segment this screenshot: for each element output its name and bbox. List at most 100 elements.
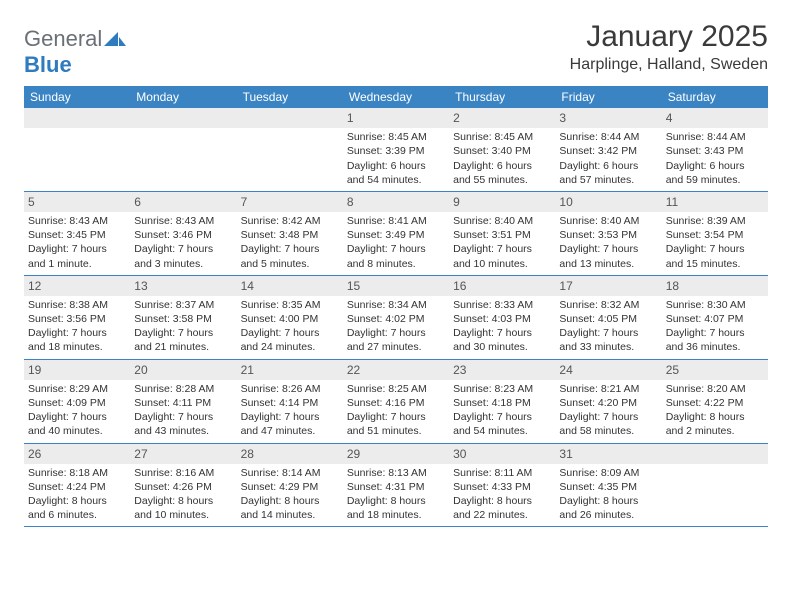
day-cell: 28Sunrise: 8:14 AMSunset: 4:29 PMDayligh… (237, 444, 343, 527)
sunset-text: Sunset: 4:35 PM (559, 480, 657, 494)
day-cell: 1Sunrise: 8:45 AMSunset: 3:39 PMDaylight… (343, 108, 449, 191)
daylight-text: Daylight: 7 hours and 1 minute. (28, 242, 126, 270)
sunset-text: Sunset: 3:54 PM (666, 228, 764, 242)
daylight-text: Daylight: 6 hours and 57 minutes. (559, 159, 657, 187)
day-body: Sunrise: 8:30 AMSunset: 4:07 PMDaylight:… (662, 296, 768, 359)
day-cell: 17Sunrise: 8:32 AMSunset: 4:05 PMDayligh… (555, 276, 661, 359)
week-row: 26Sunrise: 8:18 AMSunset: 4:24 PMDayligh… (24, 444, 768, 528)
sunset-text: Sunset: 3:49 PM (347, 228, 445, 242)
day-body: Sunrise: 8:41 AMSunset: 3:49 PMDaylight:… (343, 212, 449, 275)
day-number: 9 (449, 192, 555, 212)
day-cell: 2Sunrise: 8:45 AMSunset: 3:40 PMDaylight… (449, 108, 555, 191)
sunrise-text: Sunrise: 8:43 AM (134, 214, 232, 228)
day-cell (130, 108, 236, 191)
sunrise-text: Sunrise: 8:21 AM (559, 382, 657, 396)
sunset-text: Sunset: 4:26 PM (134, 480, 232, 494)
sunrise-text: Sunrise: 8:25 AM (347, 382, 445, 396)
logo-sail-icon (104, 26, 126, 51)
daylight-text: Daylight: 7 hours and 15 minutes. (666, 242, 764, 270)
sunrise-text: Sunrise: 8:14 AM (241, 466, 339, 480)
day-number: 12 (24, 276, 130, 296)
sunrise-text: Sunrise: 8:16 AM (134, 466, 232, 480)
sunrise-text: Sunrise: 8:39 AM (666, 214, 764, 228)
day-cell: 3Sunrise: 8:44 AMSunset: 3:42 PMDaylight… (555, 108, 661, 191)
daylight-text: Daylight: 7 hours and 10 minutes. (453, 242, 551, 270)
daylight-text: Daylight: 7 hours and 30 minutes. (453, 326, 551, 354)
sunset-text: Sunset: 3:51 PM (453, 228, 551, 242)
empty-day-bar (237, 108, 343, 128)
calendar-page: General Blue January 2025 Harplinge, Hal… (0, 0, 792, 535)
sunset-text: Sunset: 3:43 PM (666, 144, 764, 158)
day-cell: 29Sunrise: 8:13 AMSunset: 4:31 PMDayligh… (343, 444, 449, 527)
day-number: 25 (662, 360, 768, 380)
day-body: Sunrise: 8:42 AMSunset: 3:48 PMDaylight:… (237, 212, 343, 275)
daylight-text: Daylight: 7 hours and 58 minutes. (559, 410, 657, 438)
weekday-header: Monday (130, 86, 236, 108)
sunset-text: Sunset: 3:39 PM (347, 144, 445, 158)
sunset-text: Sunset: 3:40 PM (453, 144, 551, 158)
day-number: 30 (449, 444, 555, 464)
daylight-text: Daylight: 7 hours and 3 minutes. (134, 242, 232, 270)
day-cell (24, 108, 130, 191)
daylight-text: Daylight: 7 hours and 47 minutes. (241, 410, 339, 438)
day-number: 23 (449, 360, 555, 380)
daylight-text: Daylight: 8 hours and 26 minutes. (559, 494, 657, 522)
weekday-header: Tuesday (237, 86, 343, 108)
sunset-text: Sunset: 3:48 PM (241, 228, 339, 242)
sunrise-text: Sunrise: 8:38 AM (28, 298, 126, 312)
sunset-text: Sunset: 4:31 PM (347, 480, 445, 494)
sunset-text: Sunset: 4:02 PM (347, 312, 445, 326)
daylight-text: Daylight: 6 hours and 55 minutes. (453, 159, 551, 187)
sunrise-text: Sunrise: 8:09 AM (559, 466, 657, 480)
sunrise-text: Sunrise: 8:43 AM (28, 214, 126, 228)
day-cell: 5Sunrise: 8:43 AMSunset: 3:45 PMDaylight… (24, 192, 130, 275)
week-row: 1Sunrise: 8:45 AMSunset: 3:39 PMDaylight… (24, 108, 768, 192)
day-cell: 14Sunrise: 8:35 AMSunset: 4:00 PMDayligh… (237, 276, 343, 359)
day-body: Sunrise: 8:32 AMSunset: 4:05 PMDaylight:… (555, 296, 661, 359)
day-body: Sunrise: 8:43 AMSunset: 3:46 PMDaylight:… (130, 212, 236, 275)
day-body: Sunrise: 8:33 AMSunset: 4:03 PMDaylight:… (449, 296, 555, 359)
day-cell: 13Sunrise: 8:37 AMSunset: 3:58 PMDayligh… (130, 276, 236, 359)
sunrise-text: Sunrise: 8:11 AM (453, 466, 551, 480)
day-body: Sunrise: 8:40 AMSunset: 3:51 PMDaylight:… (449, 212, 555, 275)
day-number: 18 (662, 276, 768, 296)
logo-text-general: General (24, 26, 102, 51)
daylight-text: Daylight: 6 hours and 54 minutes. (347, 159, 445, 187)
sunrise-text: Sunrise: 8:30 AM (666, 298, 764, 312)
daylight-text: Daylight: 8 hours and 10 minutes. (134, 494, 232, 522)
sunset-text: Sunset: 3:53 PM (559, 228, 657, 242)
daylight-text: Daylight: 8 hours and 2 minutes. (666, 410, 764, 438)
day-cell: 16Sunrise: 8:33 AMSunset: 4:03 PMDayligh… (449, 276, 555, 359)
sunrise-text: Sunrise: 8:44 AM (559, 130, 657, 144)
sunset-text: Sunset: 3:58 PM (134, 312, 232, 326)
day-cell (237, 108, 343, 191)
day-body: Sunrise: 8:09 AMSunset: 4:35 PMDaylight:… (555, 464, 661, 527)
day-cell: 7Sunrise: 8:42 AMSunset: 3:48 PMDaylight… (237, 192, 343, 275)
week-row: 12Sunrise: 8:38 AMSunset: 3:56 PMDayligh… (24, 276, 768, 360)
day-number: 10 (555, 192, 661, 212)
day-number: 19 (24, 360, 130, 380)
day-body: Sunrise: 8:20 AMSunset: 4:22 PMDaylight:… (662, 380, 768, 443)
page-header: General Blue January 2025 Harplinge, Hal… (24, 20, 768, 78)
sunset-text: Sunset: 4:09 PM (28, 396, 126, 410)
day-cell (662, 444, 768, 527)
day-body: Sunrise: 8:18 AMSunset: 4:24 PMDaylight:… (24, 464, 130, 527)
sunrise-text: Sunrise: 8:32 AM (559, 298, 657, 312)
calendar-grid: Sunday Monday Tuesday Wednesday Thursday… (24, 86, 768, 527)
day-cell: 4Sunrise: 8:44 AMSunset: 3:43 PMDaylight… (662, 108, 768, 191)
day-cell: 10Sunrise: 8:40 AMSunset: 3:53 PMDayligh… (555, 192, 661, 275)
day-cell: 8Sunrise: 8:41 AMSunset: 3:49 PMDaylight… (343, 192, 449, 275)
day-body: Sunrise: 8:44 AMSunset: 3:43 PMDaylight:… (662, 128, 768, 191)
day-number: 8 (343, 192, 449, 212)
day-number: 22 (343, 360, 449, 380)
sunset-text: Sunset: 3:42 PM (559, 144, 657, 158)
daylight-text: Daylight: 7 hours and 5 minutes. (241, 242, 339, 270)
day-body: Sunrise: 8:14 AMSunset: 4:29 PMDaylight:… (237, 464, 343, 527)
weeks-container: 1Sunrise: 8:45 AMSunset: 3:39 PMDaylight… (24, 108, 768, 527)
day-number: 1 (343, 108, 449, 128)
day-number: 15 (343, 276, 449, 296)
sunrise-text: Sunrise: 8:28 AM (134, 382, 232, 396)
daylight-text: Daylight: 7 hours and 54 minutes. (453, 410, 551, 438)
day-number: 13 (130, 276, 236, 296)
day-cell: 24Sunrise: 8:21 AMSunset: 4:20 PMDayligh… (555, 360, 661, 443)
